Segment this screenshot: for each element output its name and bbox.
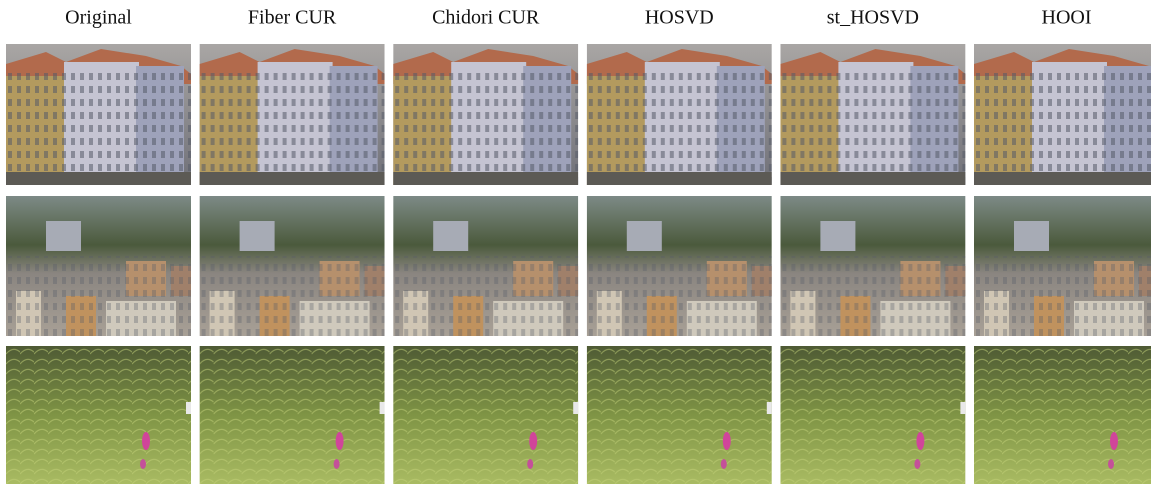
column-header: HOOI [1042,7,1092,29]
image-tile [199,44,385,185]
column-header: Fiber CUR [248,7,337,29]
image-tile [974,196,1151,336]
image-tile [6,346,191,484]
image-tile [6,44,191,185]
column-header: Original [65,7,132,29]
image-tile [974,44,1151,185]
column-header: Chidori CUR [432,7,540,29]
image-tile [393,346,579,484]
image-tile [586,346,772,484]
image-tile [199,196,385,336]
image-tile [393,196,579,336]
column-header: st_HOSVD [827,7,919,29]
image-tile [780,346,966,484]
image-tile [199,346,385,484]
image-tile [393,44,579,185]
image-tile [780,196,966,336]
column-header: HOSVD [645,7,714,29]
image-tile [780,44,966,185]
image-tile [6,196,191,336]
image-tile [586,196,772,336]
image-tile [974,346,1151,484]
image-tile [586,44,772,185]
